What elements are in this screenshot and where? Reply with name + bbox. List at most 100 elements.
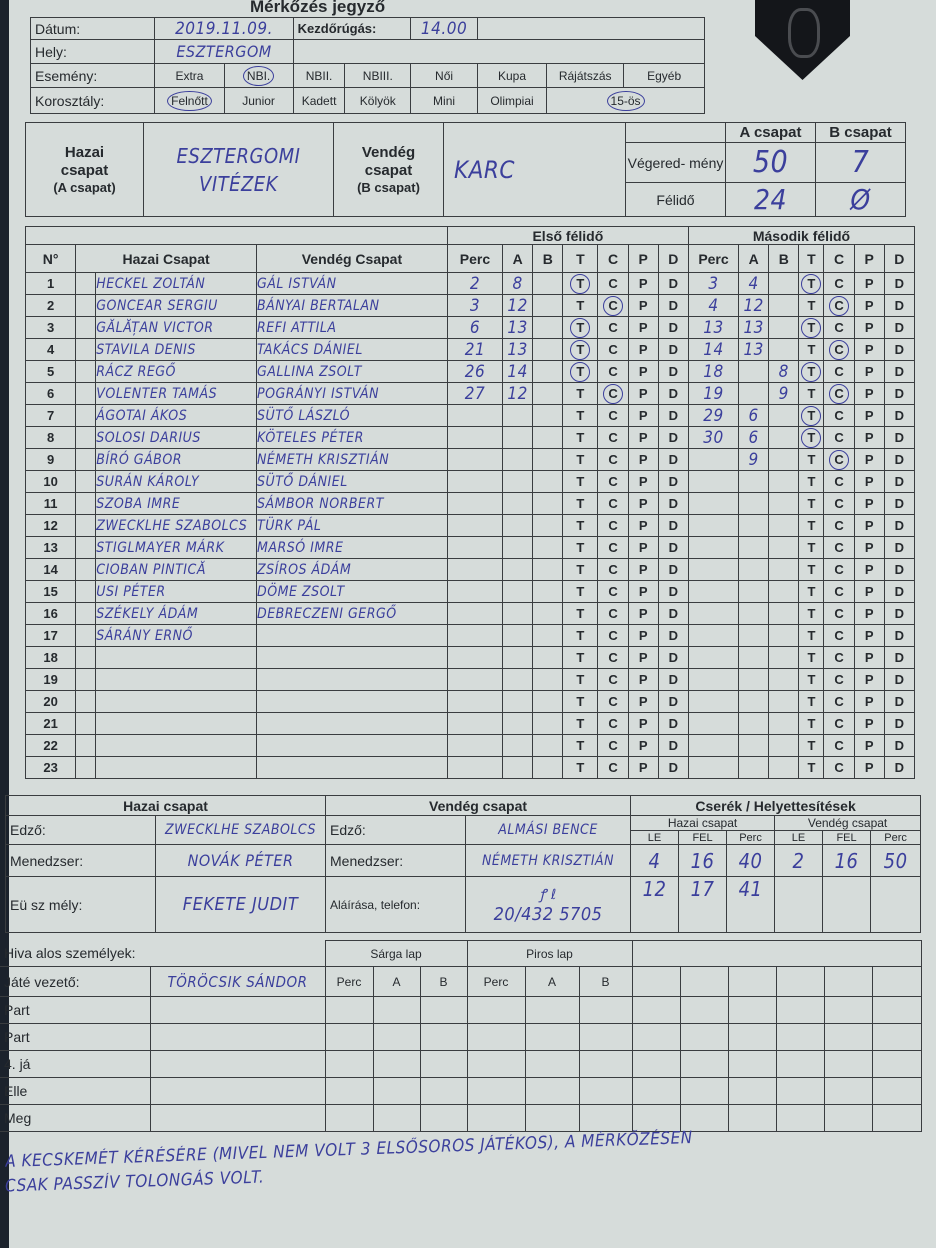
first-half-c-option[interactable]: C bbox=[597, 558, 629, 581]
first-half-t-option[interactable]: T bbox=[562, 404, 599, 427]
first-half-b[interactable] bbox=[532, 470, 564, 493]
second-half-perc[interactable] bbox=[687, 734, 740, 757]
second-half-d-option[interactable]: D bbox=[883, 470, 916, 493]
second-half-perc[interactable] bbox=[687, 536, 740, 559]
first-half-a[interactable] bbox=[502, 514, 534, 537]
first-half-t-option[interactable]: T bbox=[562, 316, 599, 339]
first-half-perc[interactable]: 26 bbox=[446, 360, 504, 383]
second-half-t-option[interactable]: T bbox=[798, 382, 825, 405]
first-half-b[interactable] bbox=[532, 712, 564, 735]
second-half-t-option[interactable]: T bbox=[798, 492, 825, 515]
second-half-perc[interactable]: 14 bbox=[687, 338, 740, 361]
first-half-a[interactable] bbox=[502, 404, 534, 427]
first-half-perc[interactable] bbox=[446, 624, 504, 647]
second-half-p-option[interactable]: P bbox=[853, 448, 885, 471]
second-half-b[interactable] bbox=[768, 602, 800, 625]
first-half-t-option[interactable]: T bbox=[562, 448, 599, 471]
first-half-d-option[interactable]: D bbox=[657, 580, 689, 603]
second-half-c-option[interactable]: C bbox=[823, 514, 855, 537]
second-half-t-option[interactable]: T bbox=[798, 404, 825, 427]
first-half-a[interactable] bbox=[502, 448, 534, 471]
first-half-t-option[interactable]: T bbox=[562, 470, 599, 493]
second-half-t-option[interactable]: T bbox=[798, 294, 825, 317]
second-half-p-option[interactable]: P bbox=[853, 294, 885, 317]
second-half-b[interactable] bbox=[768, 690, 800, 713]
second-half-d-option[interactable]: D bbox=[883, 514, 916, 537]
second-half-p-option[interactable]: P bbox=[853, 338, 885, 361]
second-half-d-option[interactable]: D bbox=[883, 536, 916, 559]
second-half-a[interactable] bbox=[738, 646, 770, 669]
first-half-d-option[interactable]: D bbox=[657, 470, 689, 493]
first-half-perc[interactable]: 6 bbox=[446, 316, 504, 339]
second-half-c-option[interactable]: C bbox=[823, 536, 855, 559]
first-half-b[interactable] bbox=[532, 646, 564, 669]
second-half-t-option[interactable]: T bbox=[798, 426, 825, 449]
second-half-a[interactable] bbox=[738, 514, 770, 537]
second-half-perc[interactable] bbox=[687, 448, 740, 471]
first-half-c-option[interactable]: C bbox=[597, 404, 629, 427]
second-half-c-option[interactable]: C bbox=[823, 624, 855, 647]
second-half-b[interactable] bbox=[768, 338, 800, 361]
first-half-b[interactable] bbox=[532, 536, 564, 559]
second-half-d-option[interactable]: D bbox=[883, 492, 916, 515]
first-half-b[interactable] bbox=[532, 580, 564, 603]
second-half-perc[interactable] bbox=[687, 602, 740, 625]
first-half-p-option[interactable]: P bbox=[627, 426, 659, 449]
second-half-p-option[interactable]: P bbox=[853, 580, 885, 603]
second-half-p-option[interactable]: P bbox=[853, 734, 885, 757]
second-half-d-option[interactable]: D bbox=[883, 448, 916, 471]
first-half-c-option[interactable]: C bbox=[597, 492, 629, 515]
second-half-perc[interactable] bbox=[687, 514, 740, 537]
first-half-t-option[interactable]: T bbox=[562, 338, 599, 361]
first-half-d-option[interactable]: D bbox=[657, 756, 689, 779]
second-half-a[interactable] bbox=[738, 712, 770, 735]
second-half-t-option[interactable]: T bbox=[798, 514, 825, 537]
first-half-perc[interactable] bbox=[446, 404, 504, 427]
event-option[interactable]: Egyéb bbox=[623, 63, 705, 88]
second-half-t-option[interactable]: T bbox=[798, 536, 825, 559]
event-option[interactable]: Rájátszás bbox=[546, 63, 625, 88]
first-half-d-option[interactable]: D bbox=[657, 668, 689, 691]
first-half-a[interactable] bbox=[502, 668, 534, 691]
first-half-p-option[interactable]: P bbox=[627, 624, 659, 647]
first-half-c-option[interactable]: C bbox=[597, 316, 629, 339]
second-half-p-option[interactable]: P bbox=[853, 470, 885, 493]
second-half-p-option[interactable]: P bbox=[853, 602, 885, 625]
second-half-p-option[interactable]: P bbox=[853, 668, 885, 691]
second-half-t-option[interactable]: T bbox=[798, 690, 825, 713]
first-half-d-option[interactable]: D bbox=[657, 536, 689, 559]
first-half-p-option[interactable]: P bbox=[627, 668, 659, 691]
second-half-p-option[interactable]: P bbox=[853, 272, 885, 295]
first-half-p-option[interactable]: P bbox=[627, 756, 659, 779]
second-half-a[interactable]: 4 bbox=[738, 272, 770, 295]
second-half-d-option[interactable]: D bbox=[883, 690, 916, 713]
first-half-c-option[interactable]: C bbox=[597, 338, 629, 361]
first-half-t-option[interactable]: T bbox=[562, 382, 599, 405]
second-half-b[interactable] bbox=[768, 426, 800, 449]
second-half-a[interactable] bbox=[738, 492, 770, 515]
second-half-c-option[interactable]: C bbox=[823, 294, 855, 317]
second-half-t-option[interactable]: T bbox=[798, 756, 825, 779]
second-half-a[interactable] bbox=[738, 668, 770, 691]
first-half-p-option[interactable]: P bbox=[627, 360, 659, 383]
second-half-p-option[interactable]: P bbox=[853, 404, 885, 427]
first-half-a[interactable] bbox=[502, 536, 534, 559]
first-half-t-option[interactable]: T bbox=[562, 558, 599, 581]
first-half-a[interactable] bbox=[502, 646, 534, 669]
first-half-c-option[interactable]: C bbox=[597, 294, 629, 317]
first-half-a[interactable]: 12 bbox=[502, 382, 534, 405]
second-half-t-option[interactable]: T bbox=[798, 624, 825, 647]
second-half-b[interactable] bbox=[768, 734, 800, 757]
first-half-d-option[interactable]: D bbox=[657, 646, 689, 669]
first-half-perc[interactable] bbox=[446, 734, 504, 757]
first-half-c-option[interactable]: C bbox=[597, 426, 629, 449]
first-half-a[interactable] bbox=[502, 734, 534, 757]
first-half-b[interactable] bbox=[532, 382, 564, 405]
first-half-perc[interactable]: 2 bbox=[446, 272, 504, 295]
second-half-b[interactable] bbox=[768, 470, 800, 493]
second-half-b[interactable] bbox=[768, 316, 800, 339]
first-half-d-option[interactable]: D bbox=[657, 272, 689, 295]
first-half-d-option[interactable]: D bbox=[657, 360, 689, 383]
second-half-p-option[interactable]: P bbox=[853, 756, 885, 779]
first-half-p-option[interactable]: P bbox=[627, 690, 659, 713]
